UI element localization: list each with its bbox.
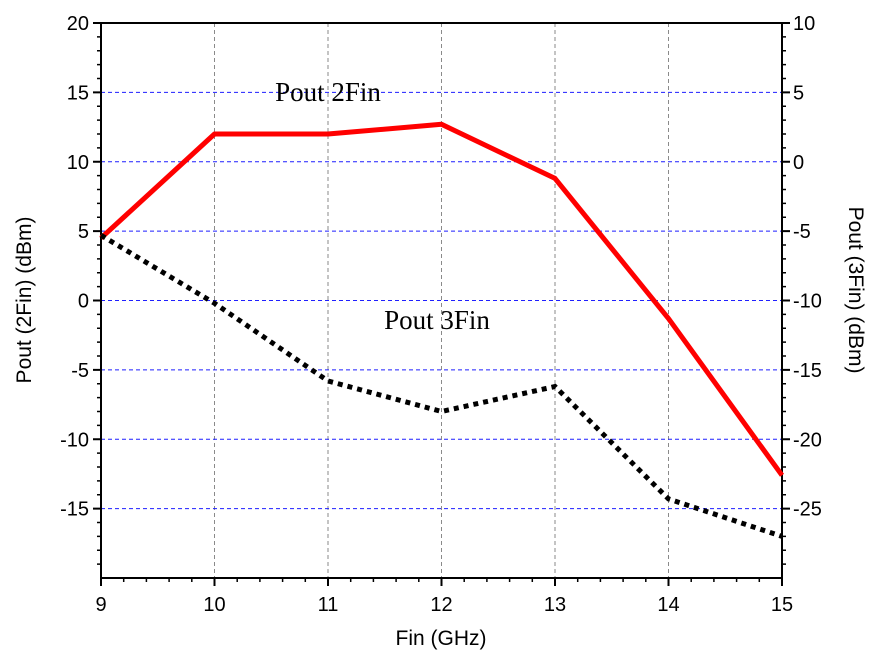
y-left-tick-label: 10 [67, 152, 89, 174]
y-left-tick-label: 5 [78, 221, 89, 243]
y-right-tick-label: -20 [793, 429, 822, 451]
y-left-tick-label: -5 [71, 360, 89, 382]
x-tick-label: 11 [318, 594, 339, 616]
y-axis-title-right: Pout (3Fin) (dBm) [844, 207, 867, 374]
annotation-pout-3fin: Pout 3Fin [384, 305, 490, 335]
y-right-tick-label: -15 [793, 360, 822, 382]
y-left-tick-label: 0 [78, 291, 89, 313]
series-line-pout-3fin [101, 235, 782, 536]
y-right-tick-label: -25 [793, 499, 822, 521]
x-axis-title: Fin (GHz) [396, 627, 487, 650]
grid [101, 23, 782, 578]
annotation-pout-2fin: Pout 2Fin [275, 77, 381, 107]
x-tick-label: 13 [544, 594, 566, 616]
x-tick-label: 15 [771, 594, 793, 616]
y-right-tick-label: -5 [793, 221, 811, 243]
y-left-tick-label: -15 [60, 499, 89, 521]
y-axis-title-left: Pout (2Fin) (dBm) [13, 217, 36, 384]
y-left-tick-label: -10 [60, 429, 89, 451]
x-tick-label: 9 [95, 594, 106, 616]
y-right-tick-label: 5 [793, 82, 804, 104]
y-right-tick-label: 10 [793, 13, 815, 35]
y-right-tick-label: 0 [793, 152, 804, 174]
y-left-tick-label: 20 [67, 13, 89, 35]
x-tick-label: 14 [657, 594, 679, 616]
x-tick-label: 10 [203, 594, 225, 616]
y-right-tick-label: -10 [793, 291, 822, 313]
x-tick-label: 12 [430, 594, 452, 616]
y-left-tick-label: 15 [67, 82, 89, 104]
